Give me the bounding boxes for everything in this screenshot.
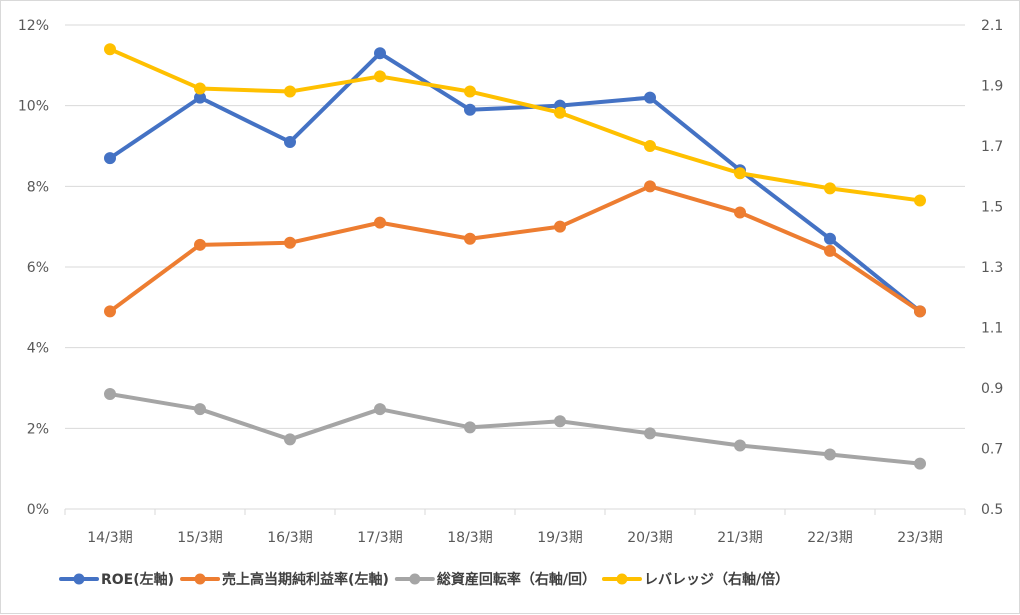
series-line — [108, 51, 922, 314]
data-point — [284, 433, 296, 446]
legend-swatch-marker — [73, 573, 85, 585]
axes: 0% 2% 4% 6% 8% 10% 12% 0.5 0.7 0.9 1.1 1.3 1.5 1.7 1.9… — [18, 18, 1003, 546]
data-point — [104, 152, 116, 165]
legend-label: レバレッジ（右軸/倍） — [644, 571, 789, 588]
series-line — [108, 392, 922, 466]
data-point — [284, 85, 296, 98]
data-point — [554, 106, 566, 119]
data-point — [464, 421, 476, 434]
data-point — [464, 232, 476, 245]
y-right-tick-label: 1.5 — [981, 200, 1003, 216]
legend-swatch-marker — [616, 573, 628, 585]
y-left-tick-label: 0% — [27, 502, 49, 518]
data-point — [464, 103, 476, 116]
data-point — [644, 180, 656, 193]
x-tick-label: 23/3期 — [897, 530, 942, 546]
data-point — [554, 415, 566, 428]
data-point — [104, 43, 116, 56]
data-point — [194, 238, 206, 251]
legend-item: ROE(左軸) — [59, 571, 174, 588]
data-point — [824, 448, 836, 461]
legend-swatch-marker — [194, 573, 206, 585]
x-tick-label: 17/3期 — [357, 530, 402, 546]
data-point — [464, 85, 476, 98]
legend-item: 売上高当期純利益率(左軸) — [180, 571, 389, 588]
data-point — [734, 206, 746, 219]
x-tick-label: 19/3期 — [537, 530, 582, 546]
data-point — [284, 135, 296, 148]
data-point — [374, 47, 386, 60]
data-point — [374, 403, 386, 416]
x-tick-label: 14/3期 — [87, 530, 132, 546]
legend-item: レバレッジ（右軸/倍） — [601, 571, 789, 588]
data-point — [824, 244, 836, 257]
data-point — [194, 82, 206, 95]
x-tick-label: 20/3期 — [627, 530, 672, 546]
y-left-tick-label: 6% — [27, 260, 49, 276]
data-point — [104, 305, 116, 318]
x-tick-label: 18/3期 — [447, 530, 492, 546]
series — [104, 43, 926, 470]
data-point — [914, 457, 926, 470]
series-line — [108, 184, 922, 314]
data-point — [104, 388, 116, 401]
y-left-tick-label: 12% — [18, 18, 49, 34]
y-left-tick-label: 2% — [27, 421, 49, 437]
x-tick-label: 15/3期 — [177, 530, 222, 546]
legend-label: ROE(左軸) — [101, 571, 174, 588]
data-point — [734, 167, 746, 180]
data-point — [374, 70, 386, 83]
series-line — [108, 47, 922, 203]
data-point — [374, 216, 386, 229]
data-point — [194, 403, 206, 416]
legend: ROE(左軸) 売上高当期純利益率(左軸) 総資産回転率（右軸/回） レバレッジ（右軸… — [59, 571, 789, 588]
x-tick-label: 22/3期 — [807, 530, 852, 546]
data-point — [914, 194, 926, 207]
y-right-tick-label: 0.7 — [981, 442, 1003, 458]
series-group — [104, 388, 926, 470]
data-point — [824, 182, 836, 195]
x-tick-label: 21/3期 — [717, 530, 762, 546]
data-point — [284, 236, 296, 249]
legend-label: 売上高当期純利益率(左軸) — [222, 571, 389, 588]
y-right-tick-label: 0.5 — [981, 502, 1003, 518]
legend-swatch-marker — [409, 573, 421, 585]
data-point — [824, 232, 836, 245]
data-point — [734, 439, 746, 452]
y-left-tick-label: 8% — [27, 179, 49, 195]
data-point — [554, 220, 566, 233]
y-right-tick-label: 0.9 — [981, 381, 1003, 397]
y-right-tick-label: 1.7 — [981, 139, 1003, 155]
y-right-tick-label: 1.1 — [981, 321, 1003, 337]
y-right-tick-label: 2.1 — [981, 18, 1003, 34]
data-point — [644, 140, 656, 152]
x-tick-label: 16/3期 — [267, 530, 312, 546]
y-right-tick-label: 1.3 — [981, 260, 1003, 276]
data-point — [914, 305, 926, 318]
data-point — [644, 427, 656, 440]
y-left-tick-label: 10% — [18, 99, 49, 115]
y-left-tick-label: 4% — [27, 341, 49, 357]
legend-label: 総資産回転率（右軸/回） — [437, 571, 596, 588]
data-point — [644, 91, 656, 104]
y-right-tick-label: 1.9 — [981, 79, 1003, 95]
series-group — [104, 43, 926, 207]
series-group — [104, 180, 926, 318]
legend-item: 総資産回転率（右軸/回） — [394, 571, 596, 588]
